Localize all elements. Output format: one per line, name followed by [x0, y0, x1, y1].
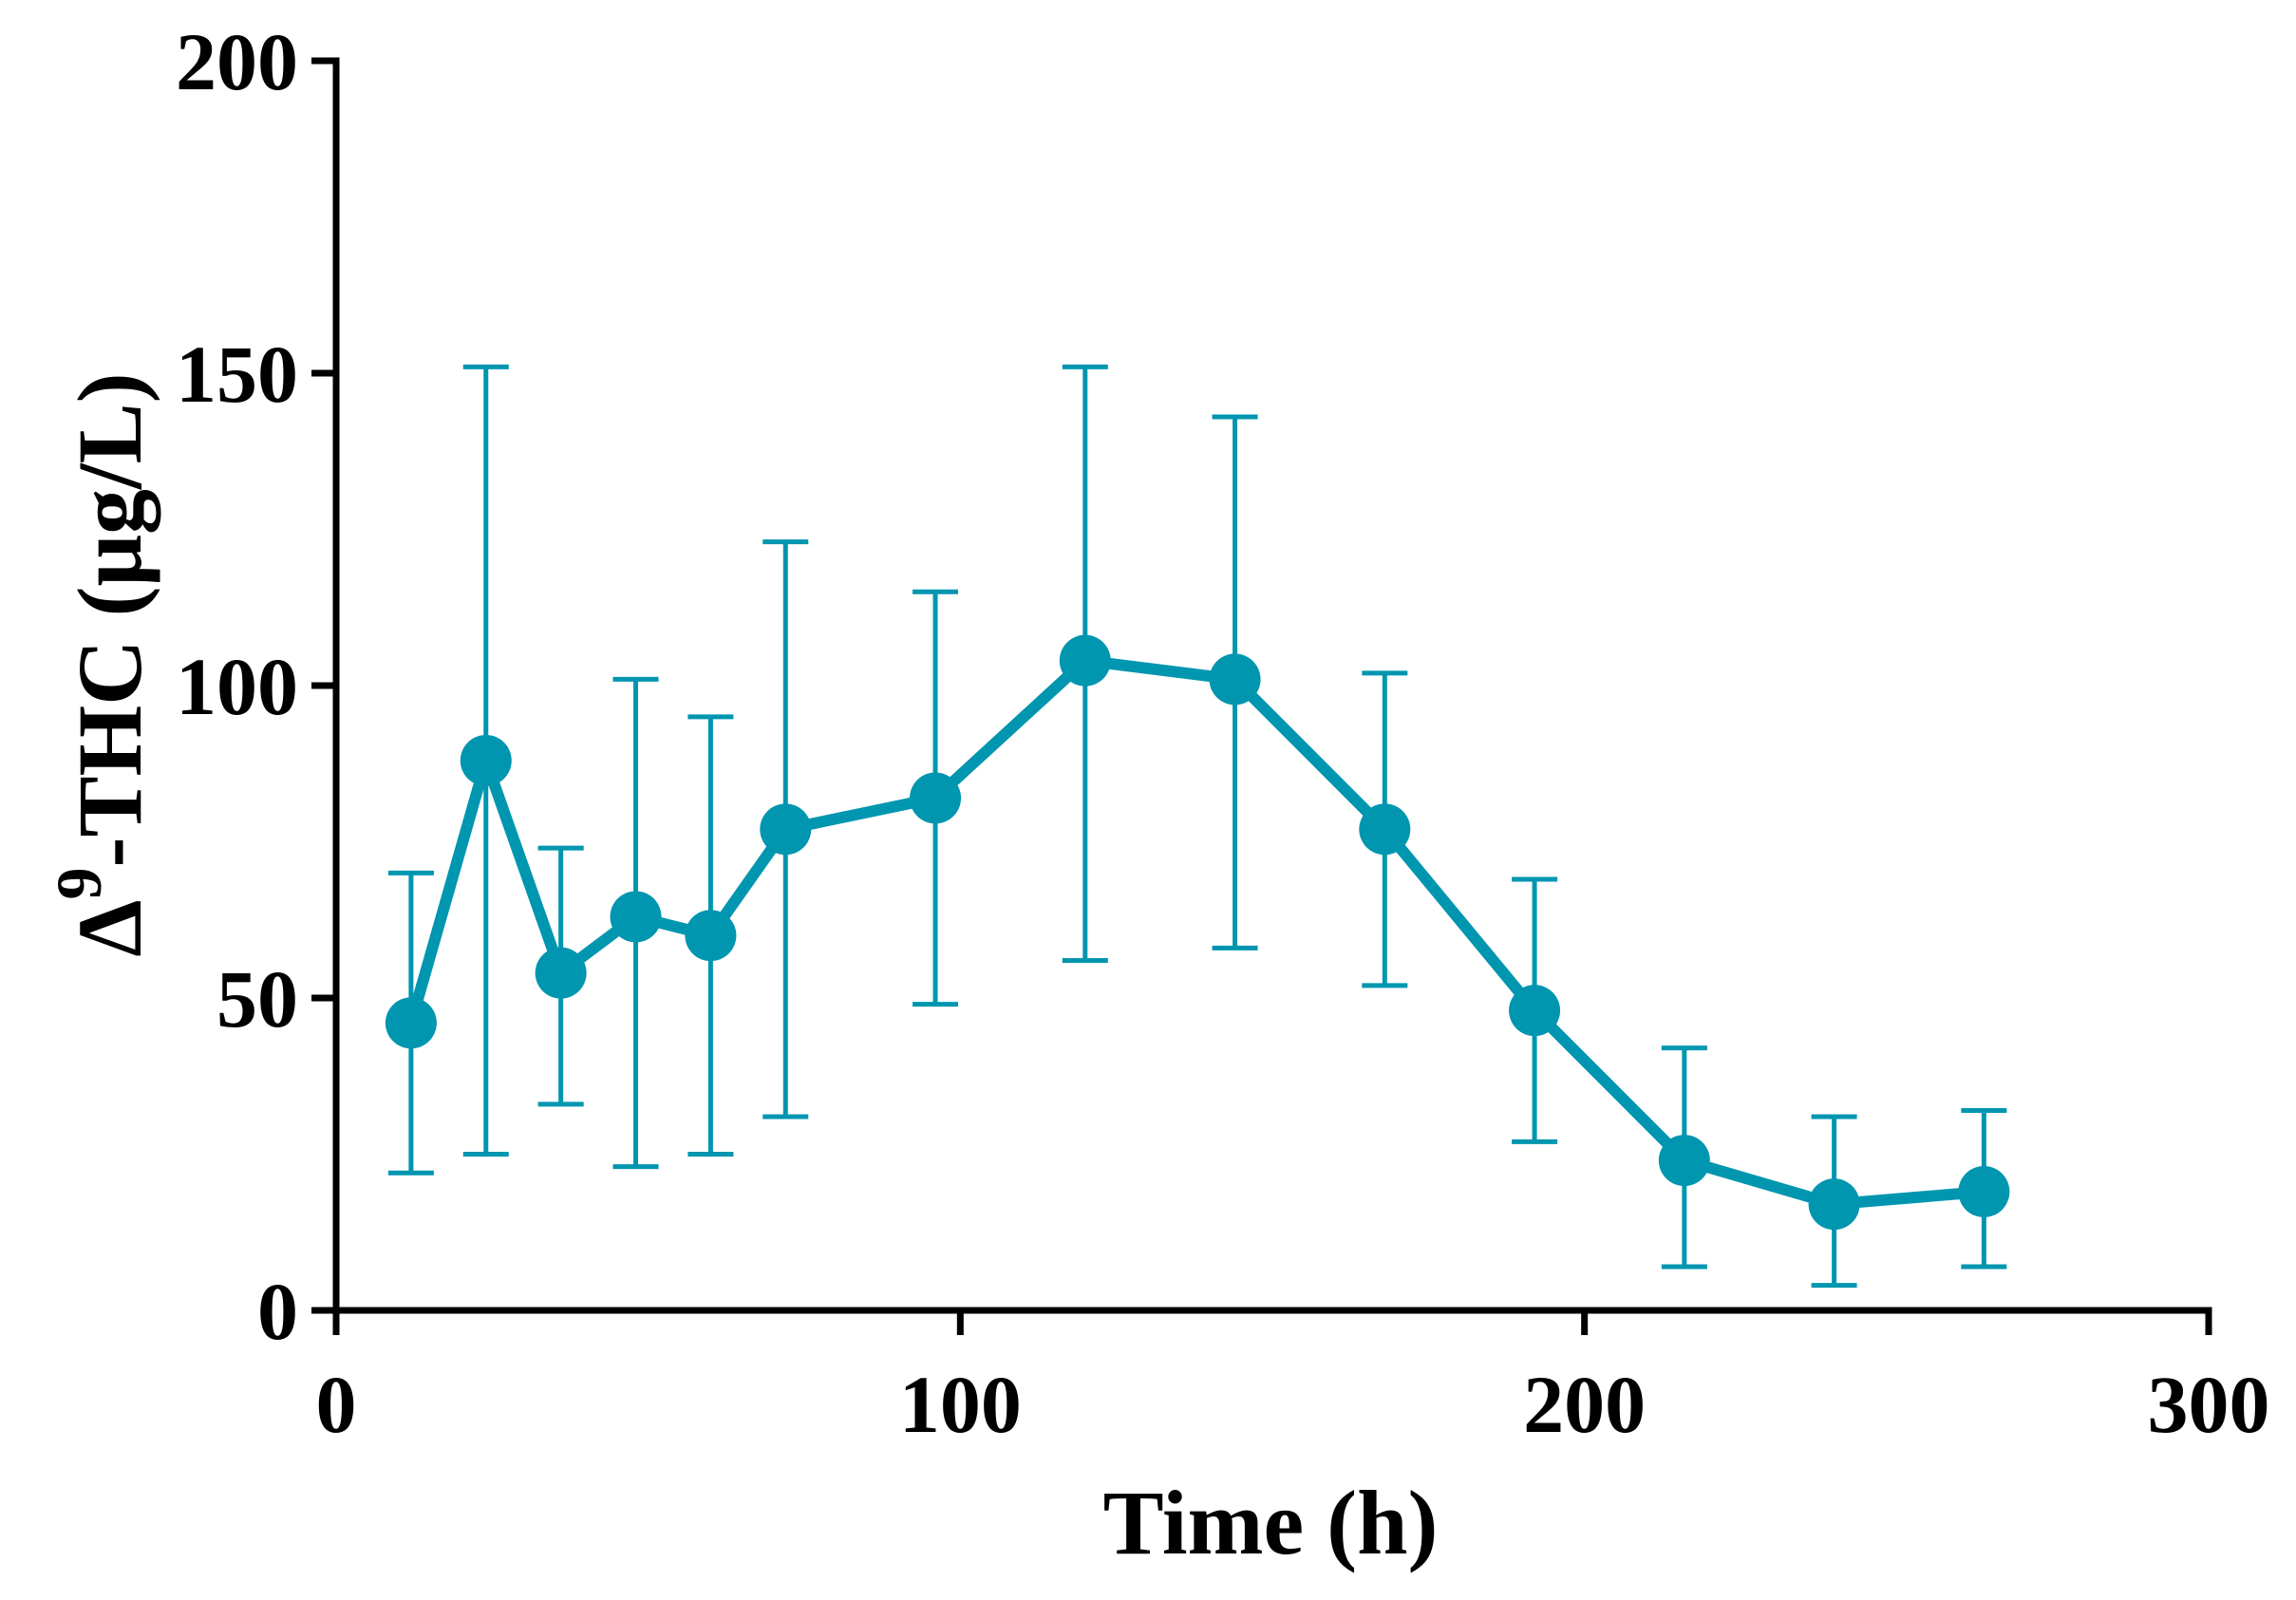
data-point	[1359, 803, 1411, 856]
y-tick-label: 0	[257, 1266, 298, 1357]
data-point	[610, 891, 662, 943]
x-tick-label: 100	[899, 1359, 1022, 1450]
data-point	[1808, 1178, 1860, 1231]
y-axis-title-superscript: 9	[43, 867, 115, 899]
y-tick-label: 150	[176, 329, 298, 420]
y-tick-label: 200	[176, 16, 298, 107]
data-point	[760, 803, 812, 856]
y-tick-label: 50	[216, 953, 298, 1045]
x-tick-label: 300	[2148, 1359, 2270, 1450]
data-point	[685, 910, 737, 962]
data-point	[460, 734, 512, 786]
data-point	[1209, 653, 1261, 706]
data-point	[1059, 634, 1111, 687]
data-point	[385, 997, 437, 1049]
series-layer	[385, 364, 2010, 1289]
y-axis-title-rest: -THC (μg/L)	[59, 372, 160, 867]
axes: 0 100 200 300 0 50 100 150 200	[176, 16, 2270, 1450]
data-point	[1509, 985, 1561, 1037]
x-tick-label: 0	[316, 1359, 357, 1450]
data-point	[1958, 1165, 2010, 1217]
data-point	[535, 947, 587, 999]
x-tick-label: 200	[1523, 1359, 1646, 1450]
x-axis-title: Time (h)	[1103, 1472, 1439, 1573]
y-axis-title: Δ9-THC (μg/L)	[43, 372, 160, 956]
data-point	[910, 772, 962, 824]
y-tick-label: 100	[176, 641, 298, 732]
y-axis-title-base: Δ	[59, 899, 160, 956]
data-point	[1658, 1135, 1710, 1187]
